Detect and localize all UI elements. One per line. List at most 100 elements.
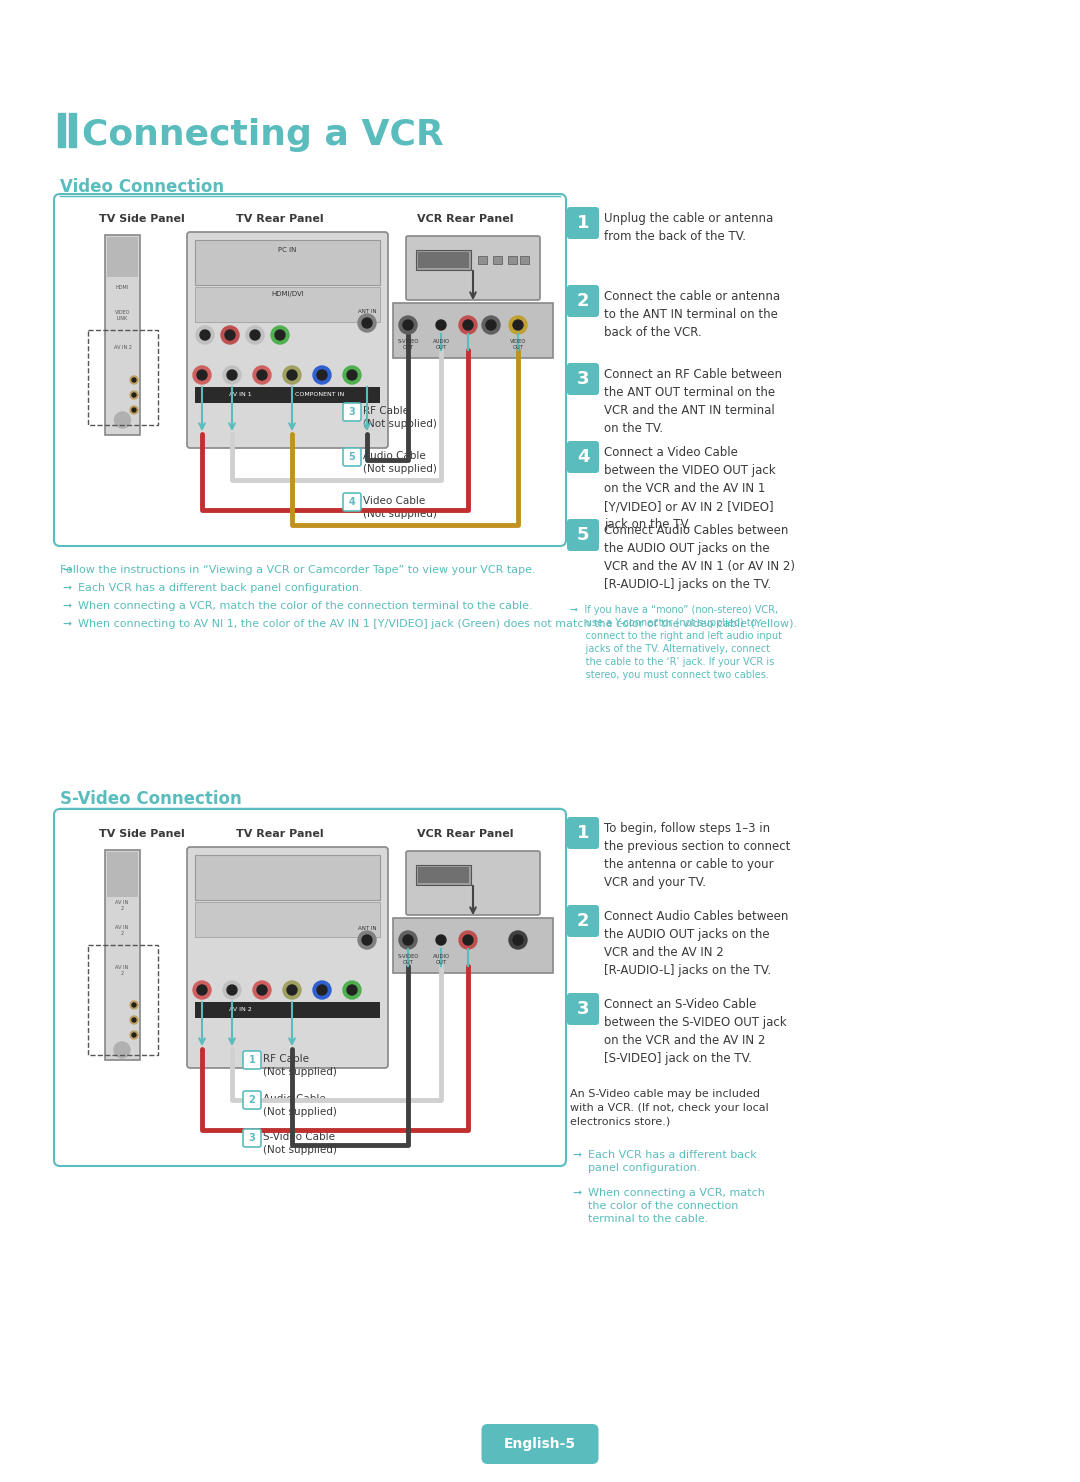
- Text: When connecting to AV NI 1, the color of the AV IN 1 [Y/VIDEO] jack (Green) does: When connecting to AV NI 1, the color of…: [78, 619, 797, 628]
- Text: 4: 4: [577, 448, 590, 465]
- FancyBboxPatch shape: [567, 285, 599, 317]
- Text: ➞: ➞: [62, 619, 71, 628]
- Bar: [195, 240, 380, 285]
- Text: TV Side Panel: TV Side Panel: [99, 213, 185, 224]
- Text: S-VIDEO
OUT: S-VIDEO OUT: [397, 339, 419, 350]
- Text: Audio Cable
(Not supplied): Audio Cable (Not supplied): [363, 451, 437, 474]
- FancyBboxPatch shape: [567, 363, 599, 396]
- Circle shape: [459, 931, 477, 948]
- Circle shape: [195, 326, 214, 344]
- Bar: [105, 236, 140, 436]
- Circle shape: [513, 935, 523, 946]
- Bar: [492, 256, 502, 264]
- Text: ANT IN: ANT IN: [357, 310, 376, 314]
- Circle shape: [132, 378, 136, 382]
- Circle shape: [130, 1000, 138, 1009]
- Text: AV IN 2: AV IN 2: [229, 1006, 252, 1012]
- Text: When connecting a VCR, match the color of the connection terminal to the cable.: When connecting a VCR, match the color o…: [78, 602, 532, 611]
- Text: Follow the instructions in “Viewing a VCR or Camcorder Tape” to view your VCR ta: Follow the instructions in “Viewing a VC…: [60, 565, 536, 575]
- Bar: [418, 252, 469, 268]
- Circle shape: [200, 330, 210, 339]
- Text: When connecting a VCR, match
the color of the connection
terminal to the cable.: When connecting a VCR, match the color o…: [588, 1189, 765, 1224]
- Text: AV IN 1: AV IN 1: [229, 393, 252, 397]
- Text: Connect a Video Cable
between the VIDEO OUT jack
on the VCR and the AV IN 1
[Y/V: Connect a Video Cable between the VIDEO …: [604, 446, 775, 531]
- Text: AV IN
2: AV IN 2: [116, 965, 129, 975]
- Text: Unplug the cable or antenna
from the back of the TV.: Unplug the cable or antenna from the bac…: [604, 212, 773, 243]
- Text: AV IN 2: AV IN 2: [113, 345, 132, 350]
- Bar: [58, 113, 65, 147]
- Circle shape: [227, 986, 237, 994]
- Bar: [107, 852, 138, 897]
- Circle shape: [197, 370, 207, 379]
- Circle shape: [399, 931, 417, 948]
- Text: RF Cable
(Not supplied): RF Cable (Not supplied): [363, 406, 437, 430]
- Circle shape: [193, 366, 211, 384]
- Bar: [393, 917, 553, 974]
- FancyBboxPatch shape: [406, 236, 540, 299]
- Circle shape: [132, 1033, 136, 1037]
- Text: ➞: ➞: [572, 1189, 581, 1197]
- Circle shape: [403, 935, 413, 946]
- Text: AUDIO
OUT: AUDIO OUT: [432, 339, 449, 350]
- Text: Audio Cable
(Not supplied): Audio Cable (Not supplied): [264, 1094, 337, 1117]
- Text: 3: 3: [577, 1000, 590, 1018]
- Circle shape: [463, 935, 473, 946]
- Bar: [393, 302, 553, 359]
- Circle shape: [436, 320, 446, 330]
- Text: 5: 5: [577, 526, 590, 544]
- Circle shape: [486, 320, 496, 330]
- Circle shape: [197, 986, 207, 994]
- Text: AV IN
2: AV IN 2: [116, 900, 129, 911]
- Bar: [195, 903, 380, 937]
- Circle shape: [313, 366, 330, 384]
- Circle shape: [246, 326, 264, 344]
- Text: Connect Audio Cables between
the AUDIO OUT jacks on the
VCR and the AV IN 2
[R-A: Connect Audio Cables between the AUDIO O…: [604, 910, 788, 977]
- Circle shape: [253, 981, 271, 999]
- Text: VCR Rear Panel: VCR Rear Panel: [417, 213, 513, 224]
- Text: TV Side Panel: TV Side Panel: [99, 828, 185, 839]
- Text: ➞: ➞: [572, 1150, 581, 1160]
- Text: Connect Audio Cables between
the AUDIO OUT jacks on the
VCR and the AV IN 1 (or : Connect Audio Cables between the AUDIO O…: [604, 525, 795, 591]
- Circle shape: [343, 981, 361, 999]
- FancyBboxPatch shape: [243, 1091, 261, 1109]
- Circle shape: [193, 981, 211, 999]
- Bar: [195, 387, 380, 403]
- Circle shape: [271, 326, 289, 344]
- Circle shape: [130, 1031, 138, 1039]
- Text: ➞: ➞: [62, 565, 71, 575]
- Bar: [87, 946, 158, 1055]
- Circle shape: [132, 408, 136, 412]
- Circle shape: [287, 986, 297, 994]
- Circle shape: [132, 1018, 136, 1023]
- Text: TV Rear Panel: TV Rear Panel: [237, 828, 324, 839]
- Bar: [195, 288, 380, 322]
- Text: An S-Video cable may be included: An S-Video cable may be included: [570, 1089, 760, 1100]
- Bar: [107, 237, 138, 277]
- Circle shape: [257, 370, 267, 379]
- Text: ➞: ➞: [62, 602, 71, 611]
- Text: Connect an RF Cable between
the ANT OUT terminal on the
VCR and the ANT IN termi: Connect an RF Cable between the ANT OUT …: [604, 368, 782, 436]
- Text: 2: 2: [577, 911, 590, 931]
- Circle shape: [513, 320, 523, 330]
- Text: 3: 3: [349, 408, 355, 416]
- FancyBboxPatch shape: [343, 448, 361, 465]
- Circle shape: [436, 935, 446, 946]
- Text: English-5: English-5: [504, 1438, 576, 1451]
- Text: connect to the right and left audio input: connect to the right and left audio inpu…: [570, 631, 782, 642]
- Circle shape: [432, 931, 450, 948]
- Circle shape: [347, 370, 357, 379]
- Circle shape: [227, 370, 237, 379]
- FancyBboxPatch shape: [567, 519, 599, 551]
- Text: 3: 3: [248, 1134, 255, 1143]
- FancyBboxPatch shape: [406, 851, 540, 914]
- Text: Each VCR has a different back
panel configuration.: Each VCR has a different back panel conf…: [588, 1150, 757, 1174]
- FancyBboxPatch shape: [482, 1424, 598, 1464]
- Text: TV Rear Panel: TV Rear Panel: [237, 213, 324, 224]
- Text: Each VCR has a different back panel configuration.: Each VCR has a different back panel conf…: [78, 582, 363, 593]
- FancyBboxPatch shape: [187, 233, 388, 448]
- Text: COMPONENT IN: COMPONENT IN: [295, 393, 345, 397]
- Text: Video Cable
(Not supplied): Video Cable (Not supplied): [363, 496, 437, 519]
- Bar: [69, 113, 76, 147]
- Circle shape: [130, 406, 138, 413]
- Bar: [416, 865, 471, 885]
